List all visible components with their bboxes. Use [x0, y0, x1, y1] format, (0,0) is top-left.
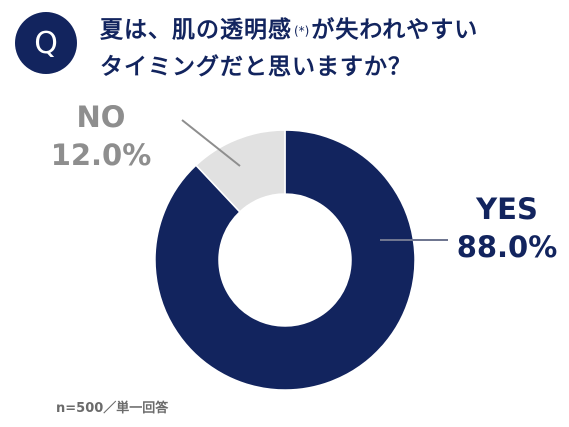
slice-label-no-name: NO — [76, 100, 126, 134]
slice-label-yes: YES 88.0% — [447, 190, 567, 266]
question-title-line1: 夏は、肌の透明感 (*)が失われやすい — [100, 12, 478, 49]
title-note-marker: (*) — [294, 24, 310, 38]
label-leader-lines — [181, 119, 448, 241]
slice-label-yes-value: 88.0% — [456, 230, 558, 264]
question-title-line2: タイミングだと思いますか？ — [100, 54, 412, 80]
leader-line-no — [181, 119, 241, 167]
sample-size-note: n=500／単一回答 — [56, 401, 169, 416]
slice-label-no: NO 12.0% — [46, 98, 156, 174]
donut-slices — [154, 129, 416, 391]
slice-label-no-value: 12.0% — [50, 138, 152, 172]
slice-label-yes-name: YES — [476, 192, 538, 226]
question-badge-label: Q — [34, 25, 58, 61]
question-title: 夏は、肌の透明感 (*)が失われやすい タイミングだと思いますか？ — [100, 12, 478, 85]
donut-slice-yes — [154, 129, 416, 391]
title-line1-part-b: が失われやすい — [311, 17, 479, 43]
title-line1-part-a: 夏は、肌の透明感 — [100, 17, 292, 43]
question-badge: Q — [15, 12, 77, 74]
